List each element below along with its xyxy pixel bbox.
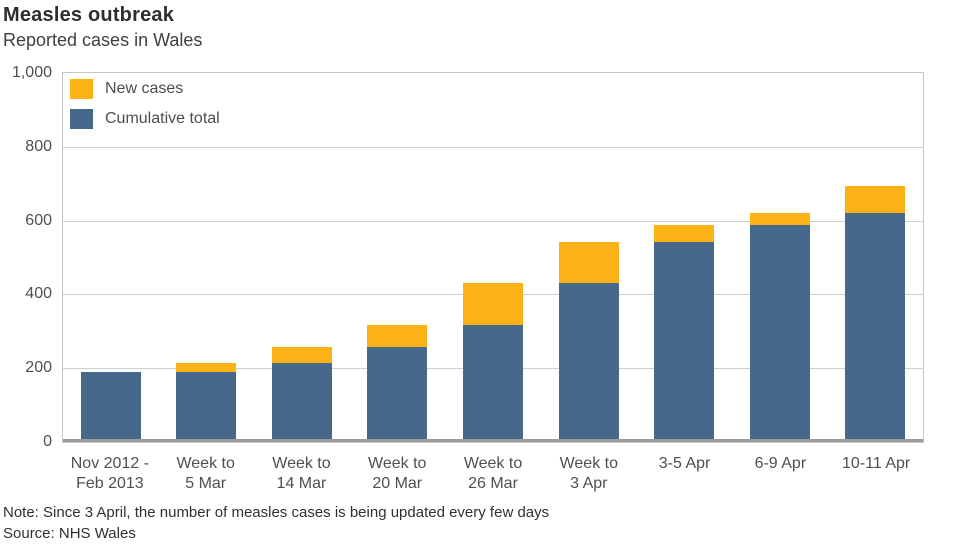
bar-group-7 bbox=[636, 73, 732, 442]
x-axis-label-line: Week to bbox=[176, 455, 235, 472]
bar-stack bbox=[749, 213, 810, 442]
legend-swatch-new-cases bbox=[70, 79, 93, 99]
bar-stack bbox=[845, 186, 906, 442]
x-axis-label-line: 3 Apr bbox=[570, 475, 608, 492]
bar-segment-cumulative-total bbox=[749, 225, 810, 442]
x-axis-label-1: Nov 2012 - Feb 2013 bbox=[62, 454, 158, 500]
x-axis-label-8: 6-9 Apr bbox=[732, 454, 828, 500]
x-axis-label-9: 10-11 Apr bbox=[828, 454, 924, 500]
x-axis-label-line: 26 Mar bbox=[468, 475, 518, 492]
bar-group-3 bbox=[254, 73, 350, 442]
x-axis-label-7: 3-5 Apr bbox=[637, 454, 733, 500]
bar-group-8 bbox=[732, 73, 828, 442]
chart-subtitle: Reported cases in Wales bbox=[3, 30, 203, 50]
gridline-800 bbox=[63, 146, 923, 148]
bar-stack bbox=[558, 242, 619, 442]
plot-area: New cases Cumulative total bbox=[62, 72, 924, 443]
x-axis-label-line: 10-11 Apr bbox=[842, 455, 911, 472]
x-axis-label-6: Week to 3 Apr bbox=[541, 454, 637, 500]
bar-stack bbox=[80, 372, 141, 442]
bar-group-5 bbox=[445, 73, 541, 442]
x-axis-label-line: Week to bbox=[368, 455, 427, 472]
legend-label-cumulative-total: Cumulative total bbox=[105, 110, 220, 127]
bar-segment-new-cases bbox=[845, 186, 906, 214]
legend-item-new-cases: New cases bbox=[70, 79, 220, 99]
x-axis-label-line: Week to bbox=[463, 455, 523, 472]
x-axis-line bbox=[63, 439, 923, 442]
bar-segment-cumulative-total bbox=[558, 282, 619, 442]
x-axis-label-2: Week to 5 Mar bbox=[158, 454, 254, 500]
x-axis-label-5: Week to 26 Mar bbox=[445, 454, 541, 500]
y-tick-label-200: 200 bbox=[25, 359, 52, 377]
bar-segment-cumulative-total bbox=[462, 325, 523, 442]
x-axis: Nov 2012 - Feb 2013 Week to 5 Mar Week to 14 … bbox=[62, 454, 924, 500]
bar-group-9 bbox=[827, 73, 923, 442]
bar-segment-cumulative-total bbox=[80, 372, 141, 442]
legend-item-cumulative-total: Cumulative total bbox=[70, 109, 220, 129]
y-tick-label-400: 400 bbox=[25, 285, 52, 303]
note-text: Note: Since 3 April, the number of measl… bbox=[3, 504, 550, 521]
bar-stack bbox=[271, 346, 332, 442]
bar-segment-new-cases bbox=[271, 346, 332, 363]
source-text: Source: NHS Wales bbox=[3, 525, 136, 542]
bar-stack bbox=[367, 325, 428, 442]
bar-segment-cumulative-total bbox=[271, 362, 332, 442]
bar-segment-cumulative-total bbox=[845, 213, 906, 442]
chart-title: Measles outbreak bbox=[3, 4, 175, 26]
y-axis: 0 200 400 600 800 1,000 bbox=[0, 64, 52, 450]
bar-segment-cumulative-total bbox=[176, 372, 237, 442]
bar-segment-new-cases bbox=[558, 242, 619, 283]
x-axis-label-line: Nov 2012 - bbox=[70, 455, 150, 472]
gridline-600 bbox=[63, 220, 923, 222]
bar-segment-new-cases bbox=[367, 325, 428, 347]
bar-group-1 bbox=[63, 73, 159, 442]
x-axis-label-3: Week to 14 Mar bbox=[254, 454, 350, 500]
bar-group-6 bbox=[541, 73, 637, 442]
x-axis-label-line: 3-5 Apr bbox=[658, 455, 711, 472]
bar-stack bbox=[654, 225, 715, 442]
bar-segment-new-cases bbox=[176, 362, 237, 373]
legend-swatch-cumulative-total bbox=[70, 109, 93, 129]
x-axis-label-line: Week to bbox=[559, 455, 618, 472]
bar-segment-new-cases bbox=[654, 225, 715, 243]
bar-group-2 bbox=[159, 73, 255, 442]
x-axis-label-line: 20 Mar bbox=[372, 475, 423, 492]
bar-stack bbox=[176, 362, 237, 442]
bar-group-4 bbox=[350, 73, 446, 442]
legend: New cases Cumulative total bbox=[70, 79, 220, 139]
bar-segment-cumulative-total bbox=[654, 242, 715, 442]
bar-segment-new-cases bbox=[462, 282, 523, 326]
legend-label-new-cases: New cases bbox=[105, 80, 184, 97]
y-tick-label-0: 0 bbox=[43, 433, 52, 450]
bar-segment-new-cases bbox=[749, 213, 810, 226]
x-axis-label-line: Feb 2013 bbox=[76, 475, 144, 492]
x-axis-label-line: 6-9 Apr bbox=[754, 455, 807, 472]
bar-segment-cumulative-total bbox=[367, 346, 428, 442]
x-axis-label-line: 5 Mar bbox=[185, 475, 227, 492]
x-axis-label-4: Week to 20 Mar bbox=[349, 454, 445, 500]
y-tick-label-600: 600 bbox=[25, 211, 52, 229]
x-axis-label-line: Week to bbox=[272, 455, 331, 472]
y-tick-label-800: 800 bbox=[25, 137, 52, 155]
bar-stack bbox=[462, 282, 523, 442]
y-tick-label-1000: 1,000 bbox=[11, 64, 52, 81]
x-axis-label-line: 14 Mar bbox=[276, 475, 327, 492]
